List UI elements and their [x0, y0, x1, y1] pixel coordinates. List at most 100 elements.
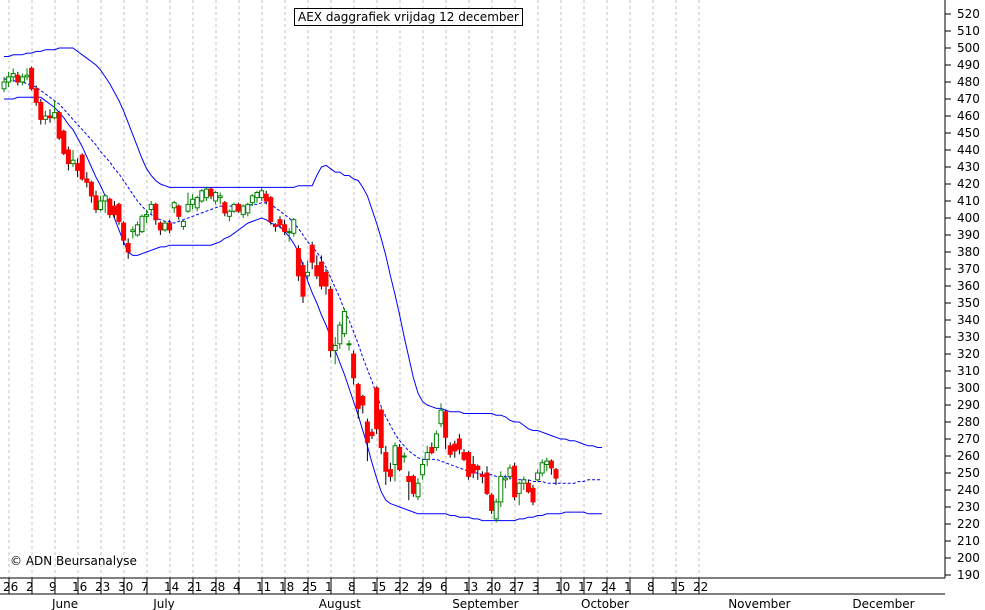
y-tick-label: 450: [957, 126, 980, 140]
candle-body-up: [171, 202, 177, 209]
candle-body-up: [240, 205, 246, 216]
candle-body-down: [88, 181, 94, 197]
candle-body-down: [443, 411, 449, 438]
candle-body-down: [282, 224, 288, 233]
candle-body-down: [484, 472, 490, 494]
y-tick-label: 240: [957, 483, 980, 497]
y-tick-label: 400: [957, 211, 980, 225]
y-tick-label: 210: [957, 534, 980, 548]
x-tick-label: 1: [325, 580, 333, 594]
x-tick-label: 29: [417, 580, 432, 594]
candle-body-up: [535, 472, 541, 481]
candle-body-down: [525, 482, 531, 493]
candle-body-down: [512, 465, 518, 498]
candle-body-down: [236, 203, 242, 212]
candle-body-down: [530, 487, 536, 503]
candle-body-up: [52, 112, 58, 119]
candle-body-up: [502, 477, 508, 481]
x-tick-label: 15: [670, 580, 685, 594]
grid: [8, 0, 700, 578]
x-tick-label: 16: [72, 580, 87, 594]
candle-body-down: [378, 409, 384, 449]
y-tick-label: 390: [957, 228, 980, 242]
x-month-label: August: [319, 597, 361, 610]
y-tick-label: 500: [957, 41, 980, 55]
candle-body-up: [148, 203, 154, 210]
candle-body-up: [346, 343, 352, 346]
candle-body-down: [475, 465, 481, 471]
candle-body-down: [121, 222, 127, 241]
candle-body-up: [42, 115, 48, 120]
candle-body-down: [208, 188, 214, 197]
candle-body-up: [438, 409, 444, 425]
x-month-label: September: [452, 597, 518, 610]
candle-body-up: [254, 192, 260, 199]
candle-body-down: [38, 101, 44, 120]
candle-body-down: [397, 447, 403, 471]
candle-body-down: [360, 396, 366, 406]
y-tick-label: 520: [957, 7, 980, 21]
candle-body-down: [548, 460, 554, 469]
candle-body-down: [111, 205, 117, 216]
candle-body-up: [259, 190, 265, 199]
x-tick-label: 22: [394, 580, 409, 594]
candle-body-down: [429, 447, 435, 454]
x-tick-label: 21: [187, 580, 202, 594]
candle-body-down: [318, 261, 324, 287]
y-tick-label: 190: [957, 568, 980, 582]
candle-body-down: [489, 494, 495, 511]
candle-body-down: [406, 475, 412, 482]
candle-body-down: [47, 115, 53, 119]
candle-body-down: [65, 149, 71, 165]
candle-body-down: [456, 438, 462, 450]
candle-body-up: [291, 219, 297, 234]
candle-body-up: [424, 452, 430, 460]
candle-body-down: [263, 193, 269, 202]
candle-body-up: [337, 324, 343, 345]
candle-body-up: [199, 190, 205, 202]
y-tick-label: 270: [957, 432, 980, 446]
candle-body-up: [420, 464, 426, 476]
x-tick-label: 20: [486, 580, 501, 594]
candle-body-down: [84, 178, 90, 183]
y-tick-label: 220: [957, 517, 980, 531]
y-tick-label: 350: [957, 296, 980, 310]
candle-body-up: [507, 467, 513, 477]
candle-body-down: [466, 452, 472, 477]
x-month-label: December: [852, 597, 914, 610]
y-tick-label: 290: [957, 398, 980, 412]
candle-body-up: [194, 197, 200, 209]
candles: [1, 66, 559, 523]
y-tick-label: 480: [957, 75, 980, 89]
candle-body-down: [328, 288, 334, 352]
candle-body-up: [286, 231, 292, 234]
candle-body-down: [387, 469, 393, 477]
candle-body-up: [180, 220, 186, 227]
candle-body-down: [374, 387, 380, 430]
candle-body-down: [364, 421, 370, 443]
candle-body-down: [295, 248, 301, 277]
candle-body-up: [185, 203, 191, 212]
x-tick-label: 13: [463, 580, 478, 594]
y-tick-label: 200: [957, 551, 980, 565]
candle-body-up: [98, 200, 104, 210]
candle-body-up: [130, 229, 136, 233]
candle-body-up: [226, 210, 232, 217]
x-tick-label: 9: [49, 580, 57, 594]
candle-body-down: [383, 452, 389, 472]
x-month-label: October: [581, 597, 629, 610]
candle-body-up: [249, 195, 255, 204]
candle-body-down: [116, 203, 122, 222]
candle-body-down: [447, 445, 453, 455]
y-tick-label: 250: [957, 466, 980, 480]
candle-body-up: [539, 462, 545, 474]
candle-body-down: [107, 198, 113, 216]
candle-body-up: [217, 195, 223, 199]
x-tick-label: 11: [256, 580, 271, 594]
candle-body-down: [61, 130, 67, 154]
candle-body-up: [305, 271, 311, 277]
candle-body-down: [369, 431, 375, 437]
x-tick-label: 28: [210, 580, 225, 594]
candle-body-down: [79, 154, 85, 180]
x-tick-label: 10: [555, 580, 570, 594]
